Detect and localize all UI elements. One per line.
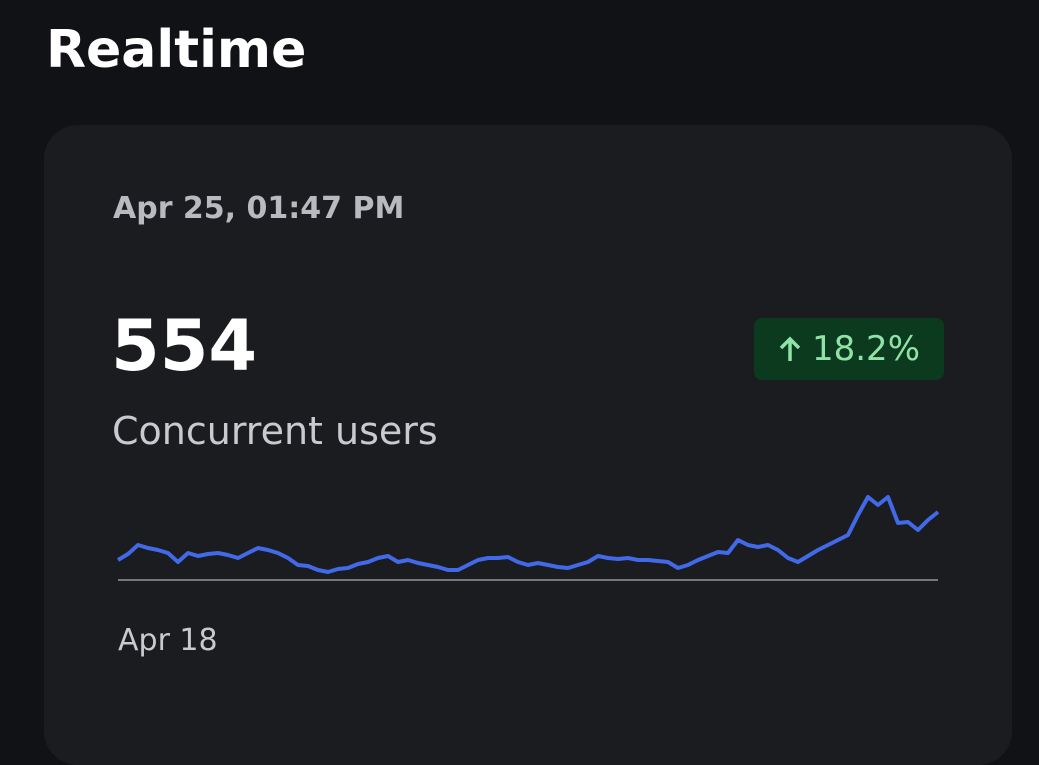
metric-label: Concurrent users bbox=[112, 409, 438, 453]
timestamp: Apr 25, 01:47 PM bbox=[113, 191, 405, 226]
change-value: 18.2% bbox=[811, 329, 920, 369]
page-title: Realtime bbox=[46, 20, 307, 80]
page: Realtime Apr 25, 01:47 PM 554 18.2% Conc… bbox=[46, 20, 944, 658]
change-badge: 18.2% bbox=[754, 318, 944, 380]
sparkline-line bbox=[116, 495, 940, 574]
sparkline bbox=[116, 495, 940, 581]
user-count: 554 bbox=[111, 305, 258, 387]
up-arrow-icon bbox=[779, 336, 801, 361]
realtime-card: Apr 25, 01:47 PM 554 18.2% Concurrent us… bbox=[44, 125, 1012, 765]
start-date: Apr 18 bbox=[118, 623, 218, 658]
